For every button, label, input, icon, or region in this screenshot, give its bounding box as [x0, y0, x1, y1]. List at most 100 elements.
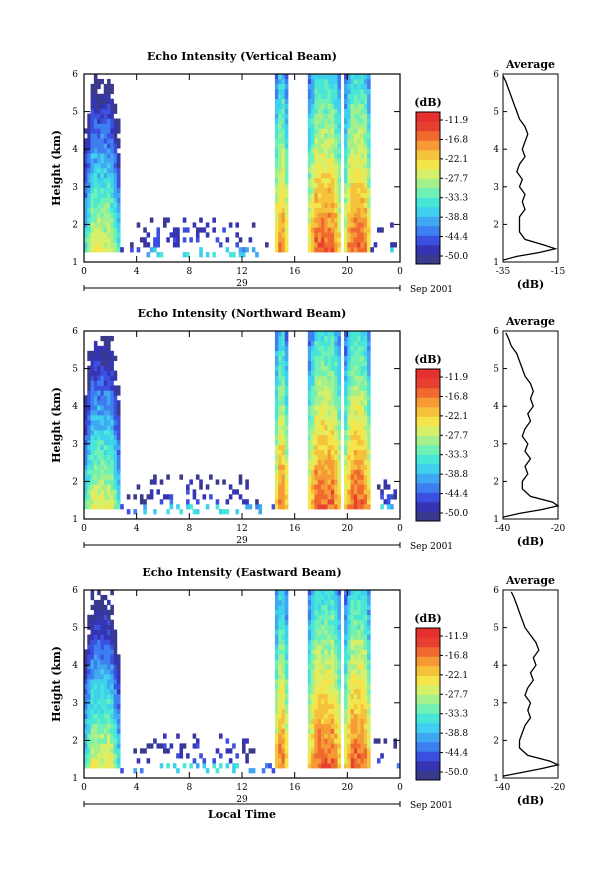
heatmap-cell [324, 439, 328, 446]
heatmap-cell [350, 420, 355, 426]
heatmap-cell [363, 454, 368, 460]
heatmap-cell [344, 395, 348, 401]
heatmap-cell [278, 103, 282, 109]
heatmap-cell [367, 405, 371, 411]
heatmap-cell [97, 674, 101, 680]
heatmap-cell [281, 410, 286, 416]
heatmap-cell [116, 723, 121, 729]
heatmap-cell [103, 499, 108, 505]
heatmap-cell [274, 410, 279, 416]
heatmap-cell [311, 355, 315, 361]
heatmap-cell [100, 345, 105, 352]
heatmap-cell [330, 753, 335, 759]
heatmap-cell [350, 624, 355, 630]
heatmap-cell [278, 664, 282, 670]
heatmap-cell [271, 768, 276, 774]
heatmap-cell [307, 232, 312, 238]
heatmap-cell [311, 763, 315, 769]
heatmap-cell [334, 723, 338, 729]
heatmap-cell [274, 74, 279, 80]
heatmap-cell [367, 604, 371, 611]
heatmap-cell [367, 153, 371, 159]
heatmap-cell [110, 370, 114, 376]
heatmap-cell [93, 454, 98, 460]
heatmap-cell [281, 425, 286, 431]
heatmap-cell [110, 88, 114, 95]
heatmap-cell [321, 644, 325, 650]
heatmap-cell [360, 93, 365, 100]
heatmap-cell [317, 83, 322, 90]
heatmap-cell [350, 743, 355, 749]
heatmap-cell [314, 163, 319, 169]
heatmap-cell [353, 674, 358, 680]
heatmap-cell [330, 128, 335, 134]
heatmap-cell [278, 679, 282, 685]
heatmap-cell [212, 217, 216, 223]
heatmap-cell [317, 753, 322, 759]
heatmap-cell [314, 197, 319, 203]
heatmap-cell [367, 743, 371, 749]
heatmap-cell [350, 590, 355, 596]
heatmap-cell [324, 390, 328, 396]
heatmap-cell [334, 624, 338, 630]
heatmap-cell [347, 153, 351, 159]
heatmap-cell [278, 385, 282, 391]
heatmap-cell [281, 590, 286, 596]
heatmap-cell [357, 405, 361, 411]
heatmap-cell [330, 242, 335, 248]
heatmap-cell [278, 158, 282, 164]
heatmap-cell [311, 153, 315, 159]
heatmap-cell [367, 128, 371, 134]
heatmap-cell [274, 370, 279, 376]
heatmap-cell [100, 674, 105, 680]
heatmap-cell [93, 763, 98, 769]
heatmap-cell [334, 415, 338, 421]
heatmap-cell [347, 78, 351, 85]
profile-x-tick-label: -20 [551, 783, 566, 793]
heatmap-cell [327, 242, 332, 248]
heatmap-cell [278, 118, 282, 124]
heatmap-cell [284, 429, 289, 436]
heatmap-cell [274, 679, 279, 685]
heatmap-cell [84, 439, 88, 446]
heatmap-cell [357, 133, 361, 139]
heatmap-cell [350, 738, 355, 744]
heatmap-cell [90, 484, 95, 490]
heatmap-cell [334, 405, 338, 411]
heatmap-cell [195, 474, 200, 480]
heatmap-cell [248, 768, 253, 774]
heatmap-cell [307, 459, 312, 465]
heatmap-cell [363, 163, 368, 169]
heatmap-cell [344, 98, 348, 104]
heatmap-cell [97, 123, 101, 129]
heatmap-cell [93, 649, 98, 655]
heatmap-cell [136, 484, 141, 490]
heatmap-cell [166, 509, 170, 515]
heatmap-cell [87, 123, 91, 129]
heatmap-cell [334, 331, 338, 337]
heatmap-cell [357, 484, 361, 490]
heatmap-cell [353, 619, 358, 625]
heatmap-cell [87, 464, 91, 470]
colorbar-swatch [416, 245, 440, 255]
heatmap-cell [363, 138, 368, 144]
heatmap-cell [317, 385, 322, 391]
heatmap-cell [120, 768, 124, 774]
heatmap-cell [232, 743, 236, 749]
heatmap-cell [334, 207, 338, 213]
heatmap-cell [103, 669, 108, 675]
heatmap-cell [344, 375, 348, 381]
heatmap-cell [251, 247, 256, 253]
heatmap-cell [153, 247, 157, 253]
heatmap-cell [353, 103, 358, 109]
heatmap-cell [87, 479, 91, 485]
heatmap-cell [314, 679, 319, 685]
heatmap-cell [347, 172, 351, 179]
heatmap-cell [334, 78, 338, 85]
heatmap-cell [311, 728, 315, 734]
heatmap-cell [284, 345, 289, 352]
heatmap-cell [344, 439, 348, 446]
heatmap-cell [344, 654, 348, 660]
heatmap-cell [367, 634, 371, 640]
y-tick-label: 6 [72, 586, 78, 596]
